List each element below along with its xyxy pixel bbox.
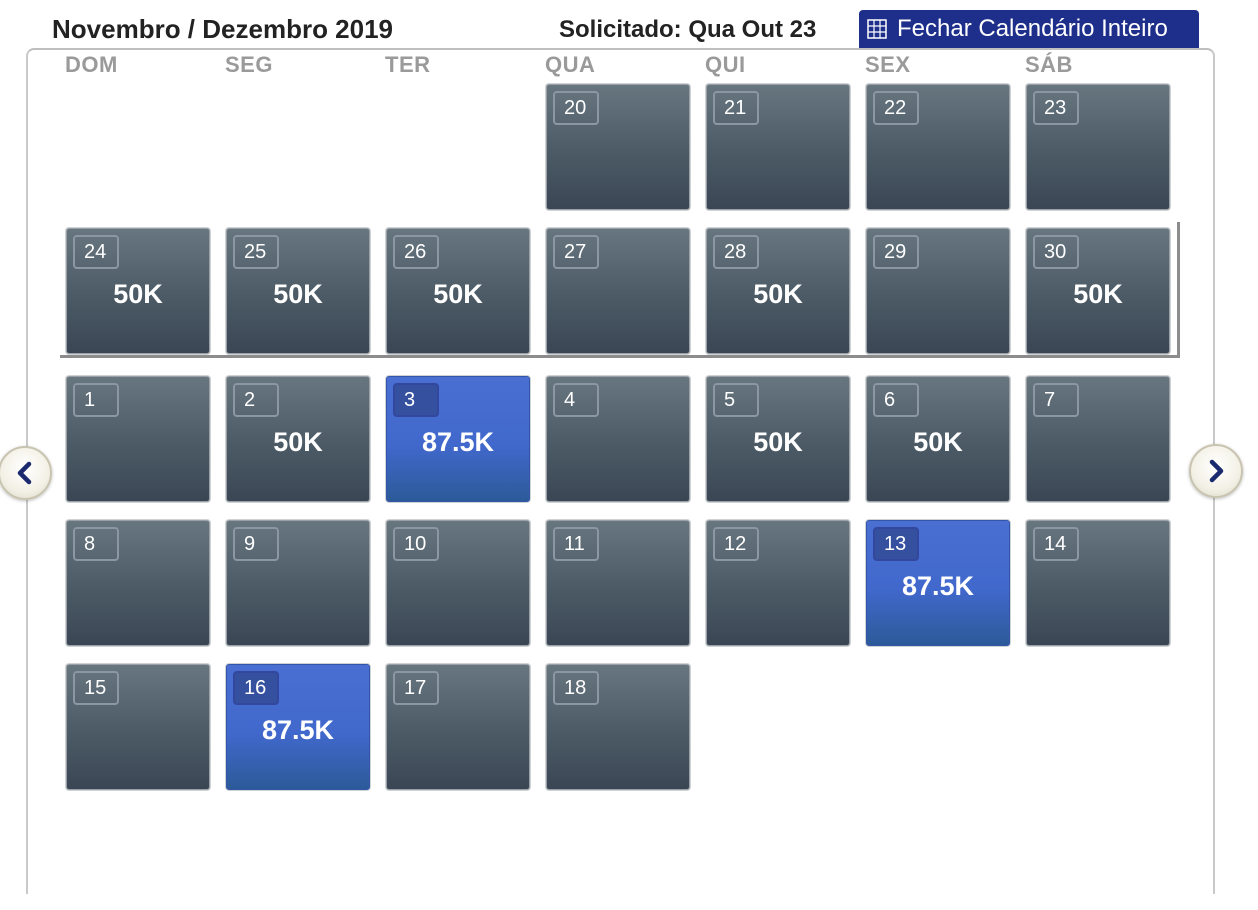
calendar-day[interactable]: 20 [546, 84, 690, 210]
calendar-day[interactable]: 16 87.5K [226, 664, 370, 790]
day-number: 18 [553, 671, 599, 705]
weekday-label: SÁB [1025, 52, 1073, 77]
day-number: 7 [1033, 383, 1079, 417]
day-number: 28 [713, 235, 759, 269]
day-number: 13 [873, 527, 919, 561]
calendar-day[interactable]: 28 50K [706, 228, 850, 354]
calendar-day[interactable]: 18 [546, 664, 690, 790]
day-price: 50K [753, 427, 803, 457]
calendar-day[interactable]: 10 [386, 520, 530, 646]
day-number: 12 [713, 527, 759, 561]
day-price: 50K [273, 279, 323, 309]
calendar-day[interactable]: 26 50K [386, 228, 530, 354]
day-number: 5 [713, 383, 759, 417]
calendar-day[interactable]: 24 50K [66, 228, 210, 354]
next-month-button[interactable] [1189, 444, 1243, 498]
calendar-day[interactable]: 21 [706, 84, 850, 210]
day-price: 50K [273, 427, 323, 457]
calendar-day[interactable]: 4 [546, 376, 690, 502]
weekday-label: SEX [865, 52, 911, 77]
day-number: 11 [553, 527, 599, 561]
day-number: 17 [393, 671, 439, 705]
calendar-day[interactable]: 15 [66, 664, 210, 790]
calendar-day[interactable]: 12 [706, 520, 850, 646]
calendar-day[interactable]: 29 [866, 228, 1010, 354]
calendar-day[interactable]: 13 87.5K [866, 520, 1010, 646]
day-number: 29 [873, 235, 919, 269]
weekday-label: TER [385, 52, 431, 77]
calendar-day[interactable]: 2 50K [226, 376, 370, 502]
calendar-day[interactable]: 22 [866, 84, 1010, 210]
day-number: 20 [553, 91, 599, 125]
calendar-day[interactable]: 3 87.5K [386, 376, 530, 502]
day-price: 87.5K [261, 715, 335, 745]
calendar-day[interactable]: 23 [1026, 84, 1170, 210]
day-price: 50K [1073, 279, 1123, 309]
day-number: 2 [233, 383, 279, 417]
chevron-right-icon [1209, 459, 1224, 483]
day-number: 21 [713, 91, 759, 125]
weekday-label: DOM [65, 52, 118, 77]
calendar-day[interactable]: 25 50K [226, 228, 370, 354]
calendar-day[interactable]: 27 [546, 228, 690, 354]
weekday-label: QUA [545, 52, 596, 77]
day-number: 14 [1033, 527, 1079, 561]
calendar-day[interactable]: 9 [226, 520, 370, 646]
day-number: 30 [1033, 235, 1079, 269]
weekday-label: SEG [225, 52, 273, 77]
previous-month-button[interactable] [0, 446, 52, 500]
selected-week-bracket [60, 222, 1180, 358]
day-price: 50K [913, 427, 963, 457]
calendar-day[interactable]: 30 50K [1026, 228, 1170, 354]
day-price: 50K [753, 279, 803, 309]
day-number: 23 [1033, 91, 1079, 125]
close-full-calendar-label: Fechar Calendário Inteiro [897, 15, 1168, 42]
day-number: 9 [233, 527, 279, 561]
day-price: 50K [433, 279, 483, 309]
grid-icon [867, 19, 887, 39]
day-number: 4 [553, 383, 599, 417]
day-number: 24 [73, 235, 119, 269]
calendar-day[interactable]: 8 [66, 520, 210, 646]
day-price: 87.5K [901, 571, 975, 601]
requested-date: Solicitado: Qua Out 23 [559, 16, 817, 43]
weekday-label: QUI [705, 52, 746, 77]
day-number: 25 [233, 235, 279, 269]
day-number: 16 [233, 671, 279, 705]
day-number: 1 [73, 383, 119, 417]
day-number: 3 [393, 383, 439, 417]
day-number: 22 [873, 91, 919, 125]
calendar-day[interactable]: 14 [1026, 520, 1170, 646]
calendar-day[interactable]: 7 [1026, 376, 1170, 502]
close-full-calendar-button[interactable]: Fechar Calendário Inteiro [859, 10, 1199, 48]
day-price: 87.5K [421, 427, 495, 457]
calendar-day[interactable]: 11 [546, 520, 690, 646]
day-number: 6 [873, 383, 919, 417]
calendar-day[interactable]: 6 50K [866, 376, 1010, 502]
day-number: 27 [553, 235, 599, 269]
month-title: Novembro / Dezembro 2019 [52, 14, 394, 44]
day-number: 15 [73, 671, 119, 705]
chevron-left-icon [17, 461, 32, 485]
day-number: 10 [393, 527, 439, 561]
day-number: 8 [73, 527, 119, 561]
calendar-day[interactable]: 1 [66, 376, 210, 502]
calendar-day[interactable]: 17 [386, 664, 530, 790]
calendar-day[interactable]: 5 50K [706, 376, 850, 502]
day-number: 26 [393, 235, 439, 269]
day-price: 50K [113, 279, 163, 309]
